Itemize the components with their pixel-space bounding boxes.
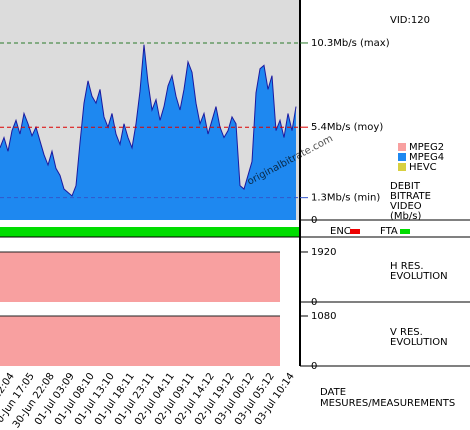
panel-title: VIDEO xyxy=(390,201,422,212)
area-fill xyxy=(0,316,280,366)
area-fill xyxy=(0,44,296,220)
y-tick-label: 0 xyxy=(311,361,317,372)
legend-label: MPEG2 xyxy=(409,142,444,153)
legend-swatch xyxy=(398,153,406,161)
legend-swatch xyxy=(398,163,406,171)
y-tick-label: 0 xyxy=(311,297,317,308)
flag-swatch xyxy=(400,229,410,234)
flag-label: ENC xyxy=(330,226,351,237)
flag-label: FTA xyxy=(380,226,398,237)
panel-title: BITRATE xyxy=(390,191,431,202)
x-axis-title: MESURES/MEASUREMENTS xyxy=(320,398,455,409)
panel-title: EVOLUTION xyxy=(390,337,448,348)
y-tick-label: 10.3Mb/s (max) xyxy=(311,38,390,49)
y-tick-label: 5.4Mb/s (moy) xyxy=(311,122,383,133)
y-tick-label: 1080 xyxy=(311,311,336,322)
panel-title: DEBIT xyxy=(390,181,421,192)
y-tick-label: 1.3Mb/s (min) xyxy=(311,193,380,204)
x-axis-title: DATE xyxy=(320,387,346,398)
status-strip xyxy=(0,227,300,237)
legend-swatch xyxy=(398,143,406,151)
panel-title: (Mb/s) xyxy=(390,211,421,222)
legend-label: MPEG4 xyxy=(409,152,444,163)
vid-label: VID:120 xyxy=(390,15,430,26)
panel-title: EVOLUTION xyxy=(390,271,448,282)
area-line xyxy=(0,44,297,197)
legend-label: HEVC xyxy=(409,162,437,173)
panel-title: V RES. xyxy=(390,327,423,338)
area-fill xyxy=(0,251,280,302)
y-tick-label: 0 xyxy=(311,215,317,226)
y-tick-label: 1920 xyxy=(311,247,336,258)
flag-swatch xyxy=(350,229,360,234)
panel-title: H RES. xyxy=(390,261,424,272)
